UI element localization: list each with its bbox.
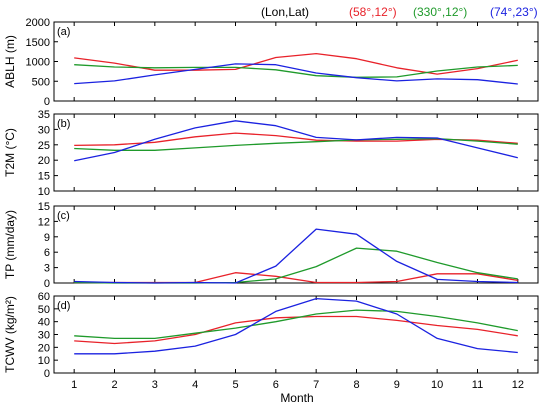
series-line-3 bbox=[74, 297, 518, 355]
y-tick-label: 25 bbox=[38, 140, 50, 152]
x-tick-label: 7 bbox=[313, 379, 319, 391]
legend-entry-3: (74°,23°) bbox=[490, 5, 538, 19]
series-line-1 bbox=[74, 272, 518, 284]
series-line-2 bbox=[74, 247, 518, 284]
y-tick-label: 10 bbox=[38, 355, 50, 367]
y-tick-label: 1500 bbox=[26, 37, 50, 49]
panel-2: 10 15 20 25 30 35 (b) T2M (°C) bbox=[3, 109, 539, 198]
y-tick-label: 0 bbox=[44, 278, 50, 290]
x-tick-label: 6 bbox=[273, 379, 279, 391]
x-tick-label: 4 bbox=[192, 379, 198, 391]
legend-entry-2: (330°,12°) bbox=[413, 5, 467, 19]
panel-label: (a) bbox=[57, 26, 70, 38]
series-line-2 bbox=[74, 309, 518, 340]
y-tick-label: 20 bbox=[38, 155, 50, 167]
y-axis-label: TCWV (kg/m²) bbox=[3, 296, 17, 373]
x-tick-label: 1 bbox=[71, 379, 77, 391]
panel-1: 0 500 1000 1500 2000 (a) ABLH (m) bbox=[3, 17, 539, 108]
y-tick-label: 12 bbox=[38, 216, 50, 228]
panel-label: (d) bbox=[57, 300, 70, 312]
y-axis-label: TP (mm/day) bbox=[3, 210, 17, 279]
plot-frame bbox=[53, 113, 539, 192]
series-line-1 bbox=[74, 315, 518, 345]
y-tick-label: 9 bbox=[44, 232, 50, 244]
y-tick-label: 15 bbox=[38, 201, 50, 213]
y-tick-label: 6 bbox=[44, 247, 50, 259]
y-tick-label: 30 bbox=[38, 330, 50, 342]
panel-label: (c) bbox=[57, 210, 70, 222]
y-tick-label: 35 bbox=[38, 109, 50, 121]
plot-frame bbox=[53, 295, 539, 374]
legend-header: (Lon,Lat) bbox=[261, 5, 309, 19]
y-tick-label: 2000 bbox=[26, 17, 50, 29]
y-tick-label: 1000 bbox=[26, 57, 50, 69]
x-tick-label: 8 bbox=[353, 379, 359, 391]
y-tick-label: 20 bbox=[38, 342, 50, 354]
x-tick-label: 12 bbox=[512, 379, 524, 391]
panel-3: 0 3 6 9 12 15 (c) TP (mm/day) bbox=[3, 201, 539, 290]
series-line-2 bbox=[74, 64, 518, 78]
legend: (Lon,Lat) (58°,12°) (330°,12°) (74°,23°) bbox=[261, 5, 538, 19]
y-tick-label: 15 bbox=[38, 171, 50, 183]
y-tick-label: 50 bbox=[38, 304, 50, 316]
series-line-1 bbox=[74, 52, 518, 75]
plot-frame bbox=[53, 205, 539, 284]
y-tick-label: 500 bbox=[32, 76, 50, 88]
x-tick-label: 9 bbox=[394, 379, 400, 391]
y-tick-label: 0 bbox=[44, 368, 50, 380]
x-tick-label: 10 bbox=[431, 379, 443, 391]
y-axis-label: ABLH (m) bbox=[3, 35, 17, 88]
x-tick-label: 5 bbox=[232, 379, 238, 391]
x-tick-label: 11 bbox=[472, 379, 483, 391]
y-tick-label: 60 bbox=[38, 291, 50, 303]
series-line-3 bbox=[74, 63, 518, 85]
series-line-3 bbox=[74, 228, 518, 284]
y-tick-label: 30 bbox=[38, 124, 50, 136]
legend-entry-1: (58°,12°) bbox=[349, 5, 397, 19]
y-tick-label: 40 bbox=[38, 317, 50, 329]
y-tick-label: 10 bbox=[38, 186, 50, 198]
x-tick-label: 2 bbox=[111, 379, 117, 391]
y-axis-label: T2M (°C) bbox=[3, 128, 17, 177]
plot-frame bbox=[53, 21, 539, 102]
y-tick-label: 0 bbox=[44, 96, 50, 108]
x-axis-label: Month bbox=[280, 391, 313, 405]
y-tick-label: 3 bbox=[44, 263, 50, 275]
series-line-3 bbox=[74, 120, 518, 162]
panel-label: (b) bbox=[57, 118, 70, 130]
x-tick-label: 3 bbox=[152, 379, 158, 391]
